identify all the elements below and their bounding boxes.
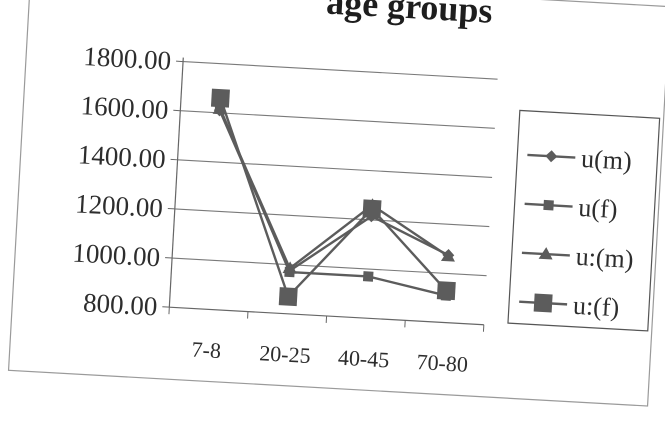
- data-point: [436, 281, 456, 301]
- gridline: [177, 159, 493, 178]
- y-tick-label: 1600.00: [80, 90, 169, 125]
- data-point: [210, 88, 230, 108]
- legend-marker: [545, 150, 558, 163]
- y-tick-label: 1000.00: [72, 238, 161, 273]
- legend-label: u(m): [580, 144, 632, 176]
- legend-marker: [533, 293, 553, 313]
- y-axis-tick-labels: 800.00 1000.00 1200.00 1400.00 1600.00 1800.0…: [72, 41, 172, 321]
- legend-marker: [538, 247, 553, 260]
- y-tick-label: 800.00: [82, 287, 158, 321]
- legend-marker: [543, 199, 554, 211]
- chart-frame: [7, 0, 665, 407]
- gridline: [174, 208, 490, 228]
- chart-sheet: age groups 800.001000.001200.001400.0016…: [7, 0, 665, 407]
- y-tick-label: 1400.00: [77, 139, 166, 174]
- legend: u(m) u(f) u:(m) u:(f): [507, 109, 661, 332]
- legend-box: [507, 109, 661, 332]
- gridline: [172, 257, 487, 277]
- data-point: [278, 287, 298, 307]
- data-point: [362, 271, 374, 282]
- x-tick-label: 70-80: [416, 349, 469, 377]
- axes: [162, 57, 485, 332]
- gridlines: [172, 61, 498, 277]
- x-tick-label: 20-25: [259, 340, 312, 368]
- y-tick-label: 1200.00: [74, 188, 163, 223]
- y-tick-label: 1800.00: [83, 41, 172, 76]
- data-point: [440, 249, 455, 262]
- x-tick-label: 40-45: [337, 345, 390, 373]
- x-axis-tick-labels: 7-8 20-25 40-45 70-80: [191, 337, 469, 377]
- legend-label: u:(m): [575, 242, 634, 274]
- data-point: [282, 261, 297, 274]
- x-tick-label: 7-8: [191, 337, 222, 364]
- gridline: [180, 110, 495, 129]
- series-line: [219, 97, 448, 298]
- gridline: [183, 61, 498, 80]
- y-axis-line: [168, 57, 184, 308]
- data-point: [362, 199, 382, 219]
- series-line: [218, 108, 449, 270]
- data-point: [212, 102, 227, 115]
- plot-area: [210, 88, 456, 307]
- legend-label: u(f): [578, 193, 619, 224]
- legend-label: u:(f): [572, 291, 620, 323]
